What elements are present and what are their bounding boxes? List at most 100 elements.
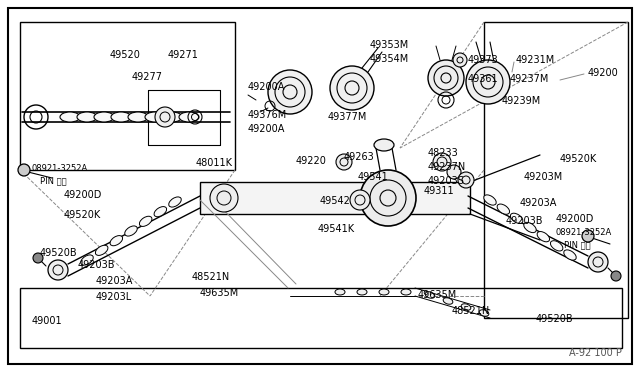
Ellipse shape bbox=[537, 231, 550, 242]
Circle shape bbox=[611, 271, 621, 281]
Ellipse shape bbox=[550, 241, 563, 251]
Text: 48233: 48233 bbox=[428, 148, 459, 158]
Bar bbox=[200, 182, 470, 214]
Ellipse shape bbox=[425, 292, 435, 298]
Bar bbox=[484, 22, 628, 318]
Ellipse shape bbox=[95, 245, 108, 256]
Text: 49520: 49520 bbox=[110, 50, 141, 60]
Circle shape bbox=[18, 164, 30, 176]
Circle shape bbox=[330, 66, 374, 110]
Circle shape bbox=[458, 172, 474, 188]
Text: 48011K: 48011K bbox=[196, 158, 233, 168]
Ellipse shape bbox=[379, 289, 389, 295]
Text: 49635M: 49635M bbox=[418, 290, 457, 300]
Ellipse shape bbox=[511, 213, 523, 224]
Text: 48521N: 48521N bbox=[192, 272, 230, 282]
Ellipse shape bbox=[60, 112, 80, 122]
Ellipse shape bbox=[443, 298, 453, 304]
Text: 49373: 49373 bbox=[468, 55, 499, 65]
Circle shape bbox=[336, 154, 352, 170]
Circle shape bbox=[350, 190, 370, 210]
Ellipse shape bbox=[77, 112, 97, 122]
Text: 49200: 49200 bbox=[588, 68, 619, 78]
Text: 49203L: 49203L bbox=[96, 292, 132, 302]
Text: 49001: 49001 bbox=[32, 316, 63, 326]
Text: 49220: 49220 bbox=[296, 156, 327, 166]
Text: 49263: 49263 bbox=[344, 152, 375, 162]
Circle shape bbox=[210, 184, 238, 212]
Ellipse shape bbox=[140, 216, 152, 227]
Text: 08921-3252A: 08921-3252A bbox=[556, 228, 612, 237]
Ellipse shape bbox=[94, 112, 114, 122]
Text: 49541: 49541 bbox=[358, 172, 388, 182]
Ellipse shape bbox=[335, 289, 345, 295]
Ellipse shape bbox=[162, 112, 182, 122]
Text: 49541K: 49541K bbox=[318, 224, 355, 234]
Text: 49377M: 49377M bbox=[328, 112, 367, 122]
Ellipse shape bbox=[154, 206, 166, 217]
Ellipse shape bbox=[145, 112, 165, 122]
Text: 49237N: 49237N bbox=[428, 162, 467, 172]
Circle shape bbox=[48, 260, 68, 280]
Text: 49376M: 49376M bbox=[248, 110, 287, 120]
Circle shape bbox=[588, 252, 608, 272]
Text: 49361: 49361 bbox=[468, 74, 499, 84]
Text: 49200A: 49200A bbox=[248, 124, 285, 134]
Circle shape bbox=[33, 253, 43, 263]
Text: 49203A: 49203A bbox=[520, 198, 557, 208]
Ellipse shape bbox=[479, 310, 489, 316]
Text: 49353M: 49353M bbox=[370, 40, 409, 50]
Circle shape bbox=[428, 60, 464, 96]
Text: 49203B: 49203B bbox=[78, 260, 115, 270]
Text: 49200D: 49200D bbox=[64, 190, 102, 200]
Circle shape bbox=[582, 230, 594, 242]
Text: 49203M: 49203M bbox=[524, 172, 563, 182]
Text: 49231M: 49231M bbox=[516, 55, 556, 65]
Text: 49520B: 49520B bbox=[536, 314, 573, 324]
Text: 48521N: 48521N bbox=[452, 306, 490, 316]
Circle shape bbox=[466, 60, 510, 104]
Text: 49277: 49277 bbox=[132, 72, 163, 82]
Circle shape bbox=[268, 70, 312, 114]
Text: 49203B: 49203B bbox=[506, 216, 543, 226]
Text: 49203S: 49203S bbox=[428, 176, 465, 186]
Text: 49237M: 49237M bbox=[510, 74, 549, 84]
Ellipse shape bbox=[461, 304, 471, 310]
Bar bbox=[20, 288, 622, 348]
Text: 49520K: 49520K bbox=[64, 210, 101, 220]
Text: A-92 100 P: A-92 100 P bbox=[569, 348, 622, 358]
Text: 49203A: 49203A bbox=[96, 276, 133, 286]
Circle shape bbox=[453, 53, 467, 67]
Ellipse shape bbox=[401, 289, 411, 295]
Ellipse shape bbox=[125, 226, 137, 236]
Circle shape bbox=[155, 107, 175, 127]
Ellipse shape bbox=[179, 112, 199, 122]
Circle shape bbox=[360, 170, 416, 226]
Ellipse shape bbox=[357, 289, 367, 295]
Ellipse shape bbox=[81, 255, 93, 265]
Text: 49520K: 49520K bbox=[560, 154, 597, 164]
Ellipse shape bbox=[128, 112, 148, 122]
Ellipse shape bbox=[374, 139, 394, 151]
Ellipse shape bbox=[564, 250, 576, 260]
Text: PIN ピン: PIN ピン bbox=[564, 240, 591, 249]
Ellipse shape bbox=[110, 235, 123, 246]
Circle shape bbox=[433, 153, 451, 171]
Text: 49200D: 49200D bbox=[556, 214, 595, 224]
Circle shape bbox=[447, 165, 461, 179]
Ellipse shape bbox=[484, 195, 496, 205]
Ellipse shape bbox=[524, 222, 536, 232]
Text: 49200A: 49200A bbox=[248, 82, 285, 92]
Bar bbox=[20, 22, 235, 170]
Ellipse shape bbox=[111, 112, 131, 122]
Text: 49354M: 49354M bbox=[370, 54, 409, 64]
Text: 08921-3252A: 08921-3252A bbox=[32, 164, 88, 173]
Text: 49520B: 49520B bbox=[40, 248, 77, 258]
Text: PIN ピン: PIN ピン bbox=[40, 176, 67, 185]
Text: 49311: 49311 bbox=[424, 186, 454, 196]
Ellipse shape bbox=[497, 204, 509, 214]
Text: 49239M: 49239M bbox=[502, 96, 541, 106]
Ellipse shape bbox=[169, 197, 181, 207]
Text: 49271: 49271 bbox=[168, 50, 199, 60]
Text: 49635M: 49635M bbox=[200, 288, 239, 298]
